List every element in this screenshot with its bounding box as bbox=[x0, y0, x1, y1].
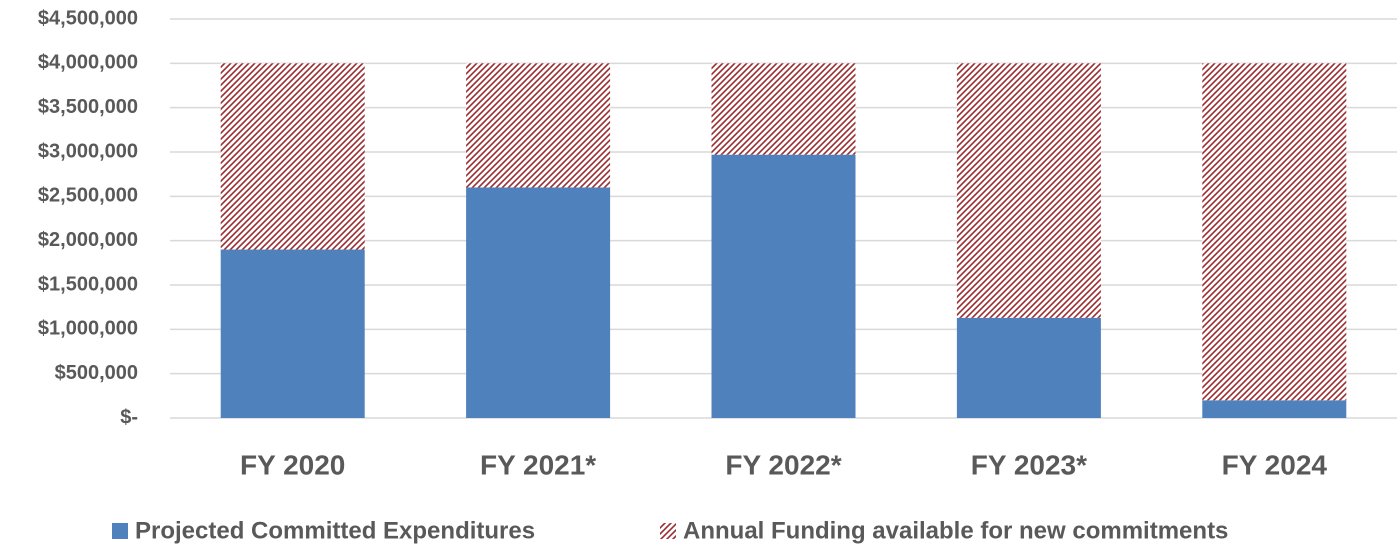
legend-swatch bbox=[660, 523, 676, 539]
y-tick-label: $4,500,000 bbox=[38, 7, 138, 29]
y-tick-label: $500,000 bbox=[55, 362, 138, 384]
legend-label: Annual Funding available for new commitm… bbox=[683, 517, 1228, 544]
bar-segment bbox=[711, 154, 856, 418]
bar-segment bbox=[956, 317, 1101, 418]
y-tick-label: $1,500,000 bbox=[38, 273, 138, 295]
bar-segment bbox=[466, 187, 611, 418]
bar-segment bbox=[1202, 400, 1347, 418]
bar-segment bbox=[220, 249, 365, 418]
y-tick-label: $- bbox=[120, 406, 138, 428]
y-tick-label: $2,500,000 bbox=[38, 185, 138, 207]
y-tick-label: $1,000,000 bbox=[38, 318, 138, 340]
bar-segment bbox=[1202, 63, 1347, 401]
legend-label: Projected Committed Expenditures bbox=[135, 517, 535, 544]
x-tick-label: FY 2020 bbox=[240, 449, 345, 480]
y-tick-label: $3,000,000 bbox=[38, 140, 138, 162]
y-tick-label: $2,000,000 bbox=[38, 229, 138, 251]
bar-segment bbox=[956, 63, 1101, 318]
y-tick-label: $3,500,000 bbox=[38, 96, 138, 118]
x-tick-label: FY 2023* bbox=[971, 449, 1087, 480]
x-tick-label: FY 2024 bbox=[1222, 449, 1328, 480]
bar-segment bbox=[220, 63, 365, 250]
y-tick-label: $4,000,000 bbox=[38, 52, 138, 74]
bar-segment bbox=[711, 63, 856, 155]
x-tick-label: FY 2021* bbox=[480, 449, 596, 480]
x-tick-label: FY 2022* bbox=[725, 449, 841, 480]
legend-swatch bbox=[112, 523, 128, 539]
bar-segment bbox=[466, 63, 611, 188]
